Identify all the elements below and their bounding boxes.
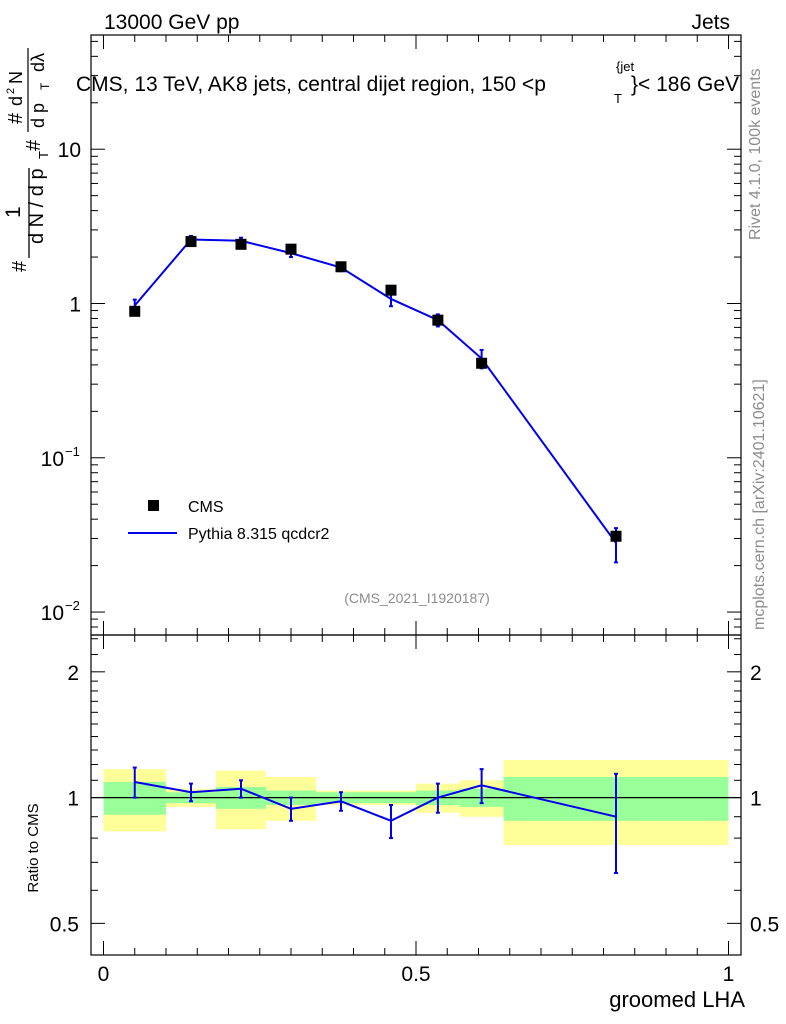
y-tick-label-main: 10 xyxy=(58,139,81,162)
data-point xyxy=(610,530,622,542)
data-point xyxy=(432,314,444,326)
ylabel-den-subscript: T xyxy=(36,151,51,159)
data-point xyxy=(129,305,141,317)
title-tail: }< 186 GeV xyxy=(631,73,739,96)
ratio-plot-area xyxy=(91,760,741,874)
y-axis-label-main: # 1 d N / d p T # # d 2 N d p T dλ xyxy=(2,48,52,272)
ylabel-hash-top: # xyxy=(5,112,27,124)
legend: CMS Pythia 8.315 qcdcr2 xyxy=(128,499,330,543)
ratio-panel: 0 0.5 1 0.5 0.5 1 1 2 2 xyxy=(50,634,779,986)
ratio-frame xyxy=(90,634,742,956)
plot-title: CMS, 13 TeV, AK8 jets, central dijet reg… xyxy=(76,59,739,106)
ylabel-denominator: d N / d p xyxy=(26,168,48,244)
data-point xyxy=(335,261,347,273)
rivet-label: Rivet 4.1.0, 100k events xyxy=(747,68,764,240)
y-tick-label-ratio: 2 xyxy=(67,662,79,685)
y-tick-label-exponent: −2 xyxy=(65,598,80,613)
y-tick-label-main: 1 xyxy=(69,293,81,316)
data-point xyxy=(476,357,488,369)
legend-mc-label: Pythia 8.315 qcdcr2 xyxy=(188,526,330,543)
title-text: CMS, 13 TeV, AK8 jets, central dijet reg… xyxy=(76,73,546,96)
data-point xyxy=(235,238,247,250)
data-point xyxy=(185,236,197,248)
ylabel-num-d: d xyxy=(6,96,26,106)
data-point xyxy=(285,243,297,255)
data-point xyxy=(385,284,397,296)
ylabel-one: 1 xyxy=(2,206,25,218)
ylabel-num-sup: 2 xyxy=(5,88,17,94)
legend-data-label: CMS xyxy=(188,499,224,516)
x-axis-label: groomed LHA xyxy=(609,987,745,1012)
legend-data-marker xyxy=(148,500,159,511)
x-tick-label: 0.5 xyxy=(401,963,430,986)
y-tick-label-ratio-right: 1 xyxy=(750,788,762,811)
y-tick-label-ratio: 0.5 xyxy=(50,913,79,936)
ylabel-num-dp-sub: T xyxy=(38,82,52,90)
ylabel-num-dp: d p xyxy=(28,103,48,128)
x-tick-label: 0 xyxy=(98,963,110,986)
y-tick-label-ratio-right: 2 xyxy=(750,662,762,685)
mcplots-label: mcplots.cern.ch [arXiv:2401.10621] xyxy=(751,379,768,630)
title-superscript: {jet xyxy=(616,59,634,74)
analysis-tag: (CMS_2021_I1920187) xyxy=(344,590,490,606)
ylabel-hash-mid: # xyxy=(23,139,45,151)
ratio-axis-ticks: 0 0.5 1 0.5 0.5 1 1 2 2 xyxy=(50,635,779,986)
title-subscript: T xyxy=(614,91,622,106)
y-tick-label-main: 10 xyxy=(41,448,64,471)
ylabel-num-N: N xyxy=(6,71,26,84)
header-left: 13000 GeV pp xyxy=(104,11,239,34)
ylabel-num-dl: dλ xyxy=(28,53,48,72)
y-axis-label-ratio: Ratio to CMS xyxy=(25,803,42,892)
y-tick-label-main: 10 xyxy=(41,602,64,625)
y-tick-label-ratio: 1 xyxy=(67,788,79,811)
y-tick-label-ratio-right: 0.5 xyxy=(750,913,779,936)
ylabel-hash-left: # xyxy=(9,260,31,272)
header-right: Jets xyxy=(691,11,730,34)
y-tick-label-exponent: −1 xyxy=(65,444,80,459)
main-plot-area xyxy=(129,234,622,564)
x-tick-label: 1 xyxy=(723,963,735,986)
